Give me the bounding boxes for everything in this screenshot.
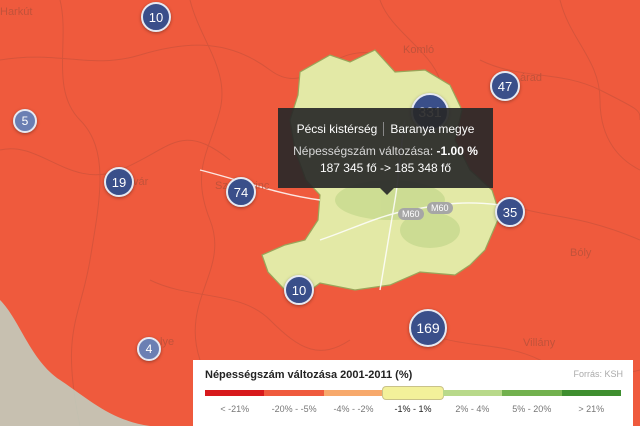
place-label-pecsvarad: árad (520, 72, 543, 84)
place-label-siklos: lye (160, 336, 175, 348)
place-label-harkany: Harkút (0, 6, 33, 18)
legend-swatch[interactable] (323, 390, 384, 396)
legend-class-label: -20% - -5% (271, 404, 317, 414)
road-shield-m60: M60 (398, 208, 424, 220)
map-legend: Népességszám változása 2001-2011 (%) For… (193, 360, 633, 426)
cluster-marker[interactable]: 74 (226, 177, 256, 207)
legend-title: Népességszám változása 2001-2011 (%) (205, 369, 413, 381)
tooltip-county-name: Baranya megye (390, 122, 475, 136)
tooltip-region-name: Pécsi kistérség (296, 122, 378, 136)
legend-class-label: 2% - 4% (455, 404, 490, 414)
cluster-marker[interactable]: 169 (409, 309, 447, 347)
place-label-boly: Bóly (570, 247, 592, 259)
place-label-komlo: Komló (403, 44, 435, 56)
legend-color-bar (205, 387, 621, 399)
tooltip-separator (383, 122, 385, 136)
river-area (0, 300, 150, 426)
legend-class-label: < -21% (220, 404, 250, 414)
cluster-marker[interactable]: 5 (13, 109, 37, 133)
legend-swatch[interactable] (502, 390, 562, 396)
cluster-marker[interactable]: 47 (490, 71, 520, 101)
region-tooltip: Pécsi kistérség Baranya megye Népességsz… (278, 108, 493, 195)
legend-class-label: -1% - 1% (394, 404, 432, 414)
place-label-szigetvar: vár (133, 176, 149, 188)
legend-source: Forrás: KSH (573, 369, 623, 379)
cluster-marker[interactable]: 10 (141, 2, 171, 32)
legend-swatch[interactable] (561, 390, 621, 396)
cluster-marker[interactable]: 19 (104, 167, 134, 197)
tooltip-change-label: Népességszám változása: (293, 144, 434, 158)
legend-class-label: 5% - 20% (512, 404, 552, 414)
legend-swatch[interactable] (442, 390, 503, 396)
cluster-marker[interactable]: 35 (495, 197, 525, 227)
road-shield-m60: M60 (427, 202, 453, 214)
tooltip-population: 187 345 fő -> 185 348 fő (319, 161, 452, 175)
legend-swatch[interactable] (205, 390, 265, 396)
tooltip-change-value: -1.00 % (436, 144, 478, 158)
legend-swatch[interactable] (264, 390, 324, 396)
legend-labels: < -21% -20% - -5% -4% - -2% -1% - 1% 2% - 4%… (205, 404, 621, 414)
legend-class-label: -4% - -2% (333, 404, 374, 414)
legend-class-label: > 21% (578, 404, 605, 414)
cluster-marker[interactable]: 4 (137, 337, 161, 361)
cluster-marker[interactable]: 10 (284, 275, 314, 305)
place-label-villany: Villány (523, 337, 556, 349)
legend-swatch[interactable] (383, 387, 443, 399)
